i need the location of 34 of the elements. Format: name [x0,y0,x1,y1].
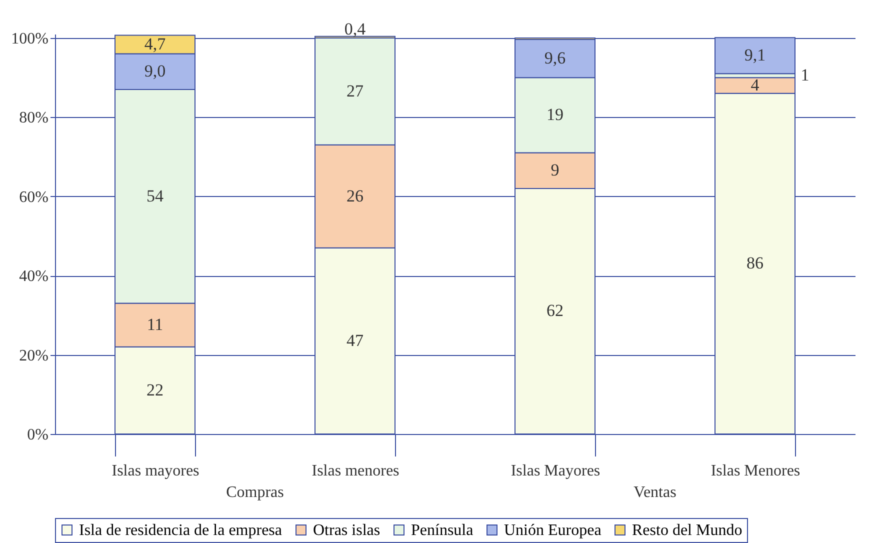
x-tick-label: Islas menores [312,462,400,480]
data-label: 4,7 [144,34,166,54]
data-label: 54 [146,186,164,206]
data-label: 4 [750,75,760,94]
data-label: 9 [550,160,560,180]
text: Compras [226,484,284,501]
data-label: 47 [346,330,364,350]
y-tick-label: 60% [19,188,48,206]
text: Ventas [634,484,676,501]
y-tick-label: 0% [27,426,48,444]
data-label: 9,6 [544,48,566,68]
y-tick-label: 20% [19,347,48,364]
data-label: 9,1 [744,46,766,65]
x-tick-label: Islas Mayores [510,462,600,480]
legend-label: Unión Europea [504,522,602,539]
data-label: 27 [346,81,364,100]
x-tick-label: Islas Menores [710,462,800,480]
legend-label: Isla de residencia de la empresa [79,522,282,539]
data-label: 0,4 [344,19,366,38]
data-label: 86 [746,254,764,273]
legend-label: Resto del Mundo [632,522,742,539]
y-tick-label: 40% [19,268,48,286]
data-label: 1 [800,66,810,85]
y-tick-label: 80% [19,110,48,127]
data-label: 9,0 [144,62,166,81]
data-label: 19 [546,105,564,124]
data-label: 22 [146,380,164,400]
y-tick-label: 100% [11,30,48,48]
data-label: 26 [346,186,364,206]
data-label: 11 [146,315,164,334]
legend-label: Península [411,522,474,539]
x-tick-label: Islas mayores [112,462,200,480]
data-label: 62 [546,301,564,320]
legend-label: Otras islas [313,522,380,539]
